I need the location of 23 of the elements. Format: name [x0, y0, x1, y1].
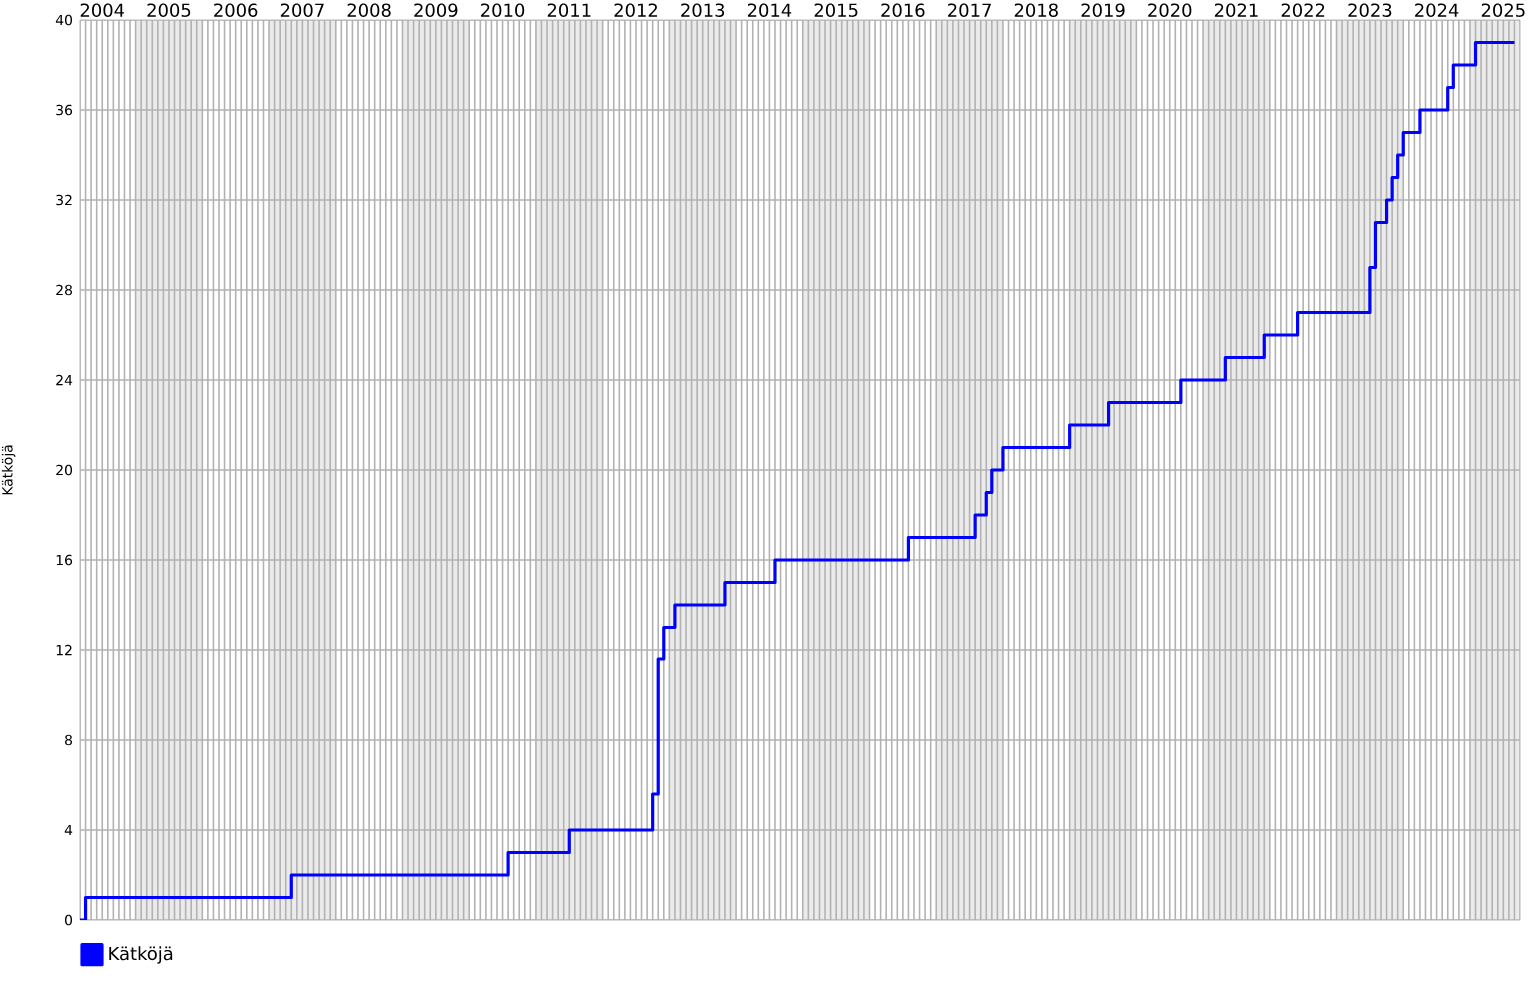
x-tick-label: 2014 — [747, 3, 792, 17]
x-tick-label: 2004 — [80, 3, 125, 17]
x-tick-label: 2005 — [147, 3, 191, 17]
legend-label: Kätköjä — [109, 946, 173, 964]
x-tick-label: 2022 — [1281, 3, 1325, 17]
x-tick-label: 2007 — [280, 3, 324, 17]
x-tick-label: 2019 — [1081, 3, 1125, 17]
x-tick-label: 2006 — [214, 3, 258, 17]
x-tick-label: 2023 — [1348, 3, 1392, 17]
x-tick-label: 2016 — [881, 3, 925, 17]
x-tick-label: 2009 — [414, 3, 458, 17]
x-tick-label: 2018 — [1014, 3, 1058, 17]
x-tick-label: 2024 — [1415, 3, 1459, 17]
x-tick-label: 2008 — [347, 3, 391, 17]
x-tick-label: 2012 — [614, 3, 658, 17]
x-tick-label: 2017 — [948, 3, 991, 17]
x-tick-label: 2020 — [1148, 3, 1192, 17]
x-tick-label: 2010 — [481, 3, 525, 17]
x-tick-label: 2013 — [681, 3, 725, 17]
x-tick-label: 2011 — [547, 3, 591, 17]
x-tick-label: 2015 — [814, 3, 858, 17]
x-tick-label: 2021 — [1214, 3, 1258, 17]
x-tick-label: 2025 — [1481, 3, 1525, 17]
